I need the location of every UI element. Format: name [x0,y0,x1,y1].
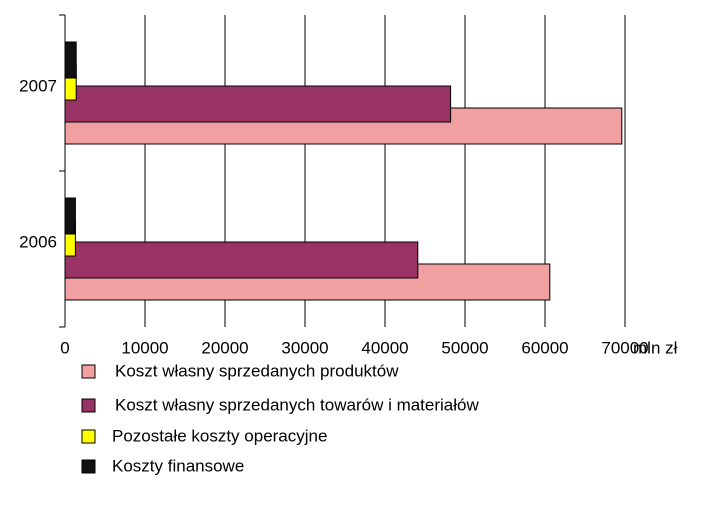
x-tick-label: 0 [60,338,69,357]
x-tick-label: 30000 [281,338,328,357]
x-tick-label: 40000 [361,338,408,357]
y-tick-label: 2007 [19,76,57,95]
y-tick-label: 2006 [19,232,57,251]
x-tick-label: 60000 [521,338,568,357]
legend-label: Koszty finansowe [112,456,244,475]
legend-swatch [81,364,96,379]
bar [64,41,77,79]
legend-swatch [81,398,96,413]
x-tick-label: 20000 [201,338,248,357]
bar [64,197,76,235]
bar [64,241,419,279]
legend-swatch [81,459,96,474]
x-axis-label: mln zł [633,338,678,357]
legend-label: Pozostałe koszty operacyjne [112,426,327,445]
legend-label: Koszt własny sprzedanych towarów i mater… [115,395,479,414]
legend-label: Koszt własny sprzedanych produktów [115,361,399,380]
x-tick-label: 10000 [121,338,168,357]
x-tick-label: 50000 [441,338,488,357]
x-tick-label: 70000 [601,338,648,357]
legend-swatch [81,429,96,444]
bar [64,85,452,123]
